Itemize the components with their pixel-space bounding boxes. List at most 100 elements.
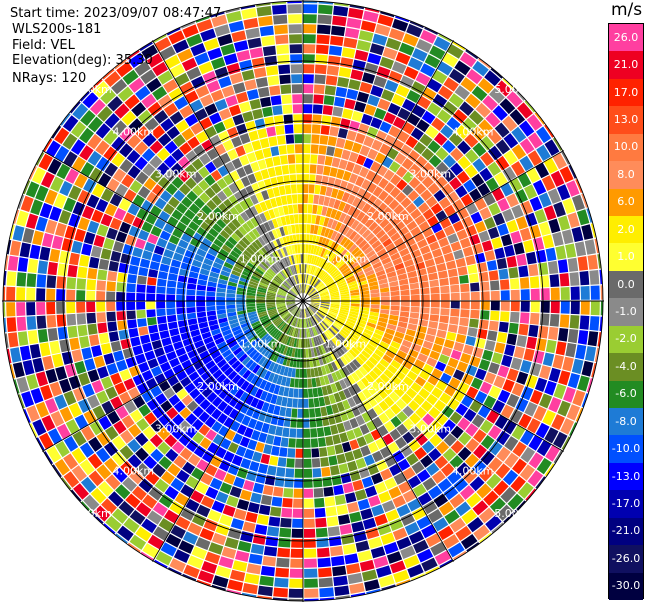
range-gate xyxy=(303,84,314,94)
range-gate xyxy=(392,336,403,344)
range-gate xyxy=(434,550,452,565)
range-gate xyxy=(452,220,465,232)
range-gate xyxy=(41,171,55,188)
range-gate xyxy=(345,275,355,282)
range-gate xyxy=(334,347,343,357)
range-gate xyxy=(132,374,145,386)
range-gate xyxy=(164,54,181,69)
range-gate xyxy=(179,447,193,461)
range-gate xyxy=(334,413,343,424)
range-gate xyxy=(354,222,364,233)
range-gate xyxy=(600,301,603,316)
range-gate xyxy=(248,283,258,289)
range-gate xyxy=(394,262,405,271)
range-gate xyxy=(259,379,268,390)
range-gate xyxy=(320,125,330,135)
range-gate xyxy=(364,579,380,592)
range-gate xyxy=(355,236,365,246)
range-gate xyxy=(188,271,199,279)
range-gate xyxy=(294,378,299,388)
range-gate xyxy=(331,188,339,199)
range-gate xyxy=(436,263,447,272)
range-gate xyxy=(308,288,315,296)
range-gate xyxy=(229,170,240,182)
range-gate xyxy=(235,145,246,157)
range-gate xyxy=(450,425,464,439)
range-gate xyxy=(248,130,259,142)
range-gate xyxy=(355,176,365,187)
range-gate xyxy=(419,313,430,321)
range-gate xyxy=(259,368,268,379)
range-gate xyxy=(185,177,197,190)
range-gate xyxy=(179,142,192,155)
range-gate xyxy=(204,174,216,186)
range-gate xyxy=(535,422,550,439)
range-gate xyxy=(226,308,236,313)
range-gate xyxy=(42,355,54,371)
range-gate xyxy=(395,166,408,178)
range-gate xyxy=(379,143,391,156)
range-gate xyxy=(250,194,259,205)
range-gate xyxy=(492,105,508,121)
range-gate xyxy=(49,206,62,222)
range-gate xyxy=(276,295,286,299)
range-gate xyxy=(164,434,178,448)
range-gate xyxy=(227,463,240,476)
range-gate xyxy=(396,179,408,191)
range-gate xyxy=(161,471,175,485)
range-gate xyxy=(326,516,339,527)
range-gate xyxy=(332,271,341,279)
range-gate xyxy=(313,367,319,377)
range-gate xyxy=(567,329,579,344)
range-gate xyxy=(348,335,357,343)
colorbar-segment xyxy=(609,188,643,217)
range-gate xyxy=(32,230,44,246)
range-gate xyxy=(426,327,437,336)
range-gate xyxy=(260,494,272,506)
range-gate xyxy=(472,460,487,475)
range-gate xyxy=(195,537,211,551)
range-gate xyxy=(313,194,320,205)
range-gate xyxy=(295,154,303,164)
range-gate xyxy=(132,345,144,356)
range-gate xyxy=(206,306,216,312)
range-gate xyxy=(393,237,404,247)
range-gate xyxy=(497,365,510,378)
range-gate xyxy=(346,194,356,205)
range-gate xyxy=(273,587,288,598)
range-gate xyxy=(502,78,515,90)
range-gate xyxy=(384,182,395,194)
range-gate xyxy=(315,246,321,256)
range-gate xyxy=(115,231,128,243)
range-gate xyxy=(61,477,72,490)
range-gate xyxy=(10,364,16,379)
range-gate xyxy=(571,358,584,375)
range-gate xyxy=(205,232,216,243)
range-gate xyxy=(179,407,192,419)
range-gate xyxy=(174,492,189,507)
range-gate xyxy=(372,332,383,341)
range-gate xyxy=(339,286,349,291)
colorbar-segment xyxy=(609,380,643,409)
range-gate xyxy=(363,246,373,255)
range-gate xyxy=(267,306,276,311)
range-gate xyxy=(174,72,190,87)
range-gate xyxy=(290,184,297,194)
range-gate xyxy=(268,288,277,293)
range-gate xyxy=(206,301,216,307)
range-gate xyxy=(431,368,443,379)
range-gate xyxy=(86,194,100,209)
range-gate xyxy=(329,287,338,293)
range-gate xyxy=(93,355,106,368)
range-gate xyxy=(178,420,191,433)
range-gate xyxy=(516,253,527,266)
range-gate xyxy=(315,282,323,289)
range-gate xyxy=(471,85,488,102)
range-gate xyxy=(320,302,330,306)
range-gate xyxy=(258,432,268,443)
range-gate xyxy=(355,540,370,552)
range-gate xyxy=(251,320,261,327)
range-gate xyxy=(152,406,165,419)
range-gate xyxy=(245,406,255,417)
range-gate xyxy=(326,384,333,395)
